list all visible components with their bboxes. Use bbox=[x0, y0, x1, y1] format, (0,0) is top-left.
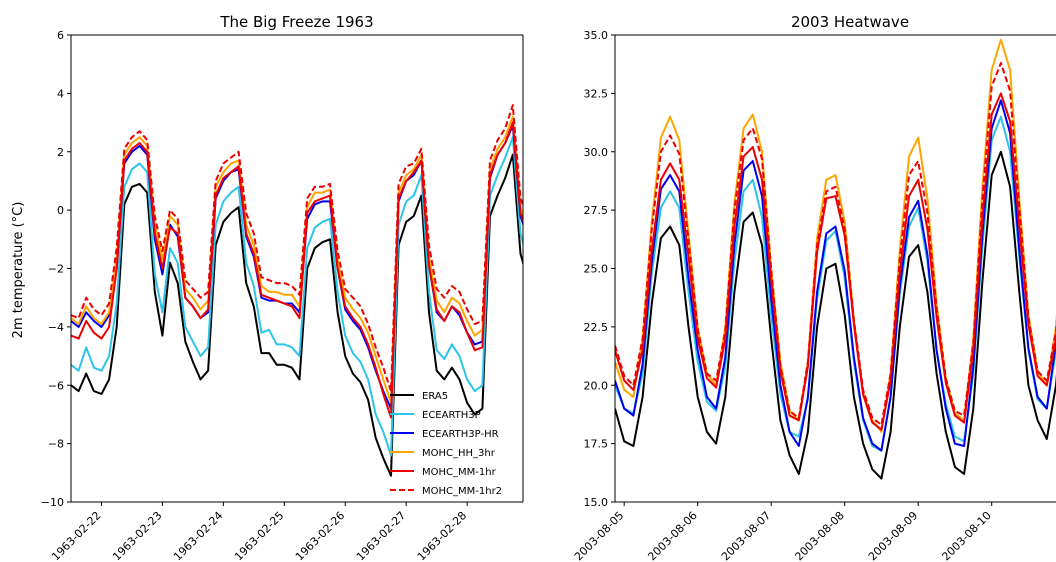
series-line-mohc-mm-1hr bbox=[615, 92, 1056, 431]
legend-label: ERA5 bbox=[422, 391, 448, 402]
legend-label: ECEARTH3P bbox=[422, 410, 481, 421]
plot-area: 15.0 17.5 20.0 22.5 25.0 27.5 30.0 32.5 35.0 2003… bbox=[572, 29, 1056, 562]
y-tick-label: 35.0 bbox=[584, 29, 609, 42]
y-tick-label: 32.5 bbox=[584, 87, 609, 100]
x-tick-label: 1963-02-22 bbox=[49, 509, 103, 562]
x-tick-label: 2003-08-06 bbox=[645, 509, 699, 562]
x-tick-label: 2003-08-10 bbox=[939, 509, 993, 562]
y-tick-label: 20.0 bbox=[584, 379, 609, 392]
legend: ERA5 ECEARTH3P ECEARTH3P-HR MOHC_HH_3hr MOHC… bbox=[390, 391, 502, 497]
y-tick-label: 25.0 bbox=[584, 263, 609, 276]
x-tick-label: 1963-02-25 bbox=[232, 509, 286, 562]
y-axis-label: 2m temperature (°C) bbox=[11, 202, 26, 339]
x-tick-label: 2003-08-08 bbox=[792, 509, 846, 562]
chart-heatwave-2003: 2003 Heatwave 15.0 17.5 20.0 22.5 25.0 27.5 30… bbox=[572, 13, 1056, 562]
x-tick-label: 1963-02-27 bbox=[354, 509, 408, 562]
y-tick-label: −4 bbox=[48, 321, 64, 334]
y-tick-label: 30.0 bbox=[584, 146, 609, 159]
legend-label: MOHC_MM-1hr2 bbox=[422, 486, 502, 497]
y-tick-label: 6 bbox=[57, 29, 64, 42]
legend-label: MOHC_HH_3hr bbox=[422, 448, 496, 459]
chart-freeze-1963: The Big Freeze 1963 2m temperature (°C) … bbox=[11, 13, 524, 562]
y-tick-label: −6 bbox=[48, 379, 64, 392]
series-line-mohc-mm-1hr bbox=[71, 121, 523, 419]
y-tick-label: 15.0 bbox=[584, 496, 609, 509]
x-tick-label: 1963-02-24 bbox=[171, 509, 225, 562]
y-tick-label: −2 bbox=[48, 263, 64, 276]
legend-label: ECEARTH3P-HR bbox=[422, 429, 499, 440]
series-line-era5 bbox=[71, 153, 523, 477]
y-tick-label: 17.5 bbox=[584, 438, 609, 451]
series-line-mohc-mm-1hr2 bbox=[615, 62, 1056, 426]
x-tick-label: 1963-02-28 bbox=[415, 509, 469, 562]
y-tick-label: −8 bbox=[48, 438, 64, 451]
y-tick-label: 27.5 bbox=[584, 204, 609, 217]
legend-label: MOHC_MM-1hr bbox=[422, 467, 497, 478]
chart-title: 2003 Heatwave bbox=[791, 13, 909, 31]
x-tick-label: 2003-08-05 bbox=[572, 509, 626, 562]
y-tick-label: 2 bbox=[57, 146, 64, 159]
series-line-ecearth3p bbox=[71, 136, 523, 457]
chart-title: The Big Freeze 1963 bbox=[219, 13, 373, 31]
series-group bbox=[71, 104, 523, 477]
y-tick-label: 22.5 bbox=[584, 321, 609, 334]
x-tick-label: 2003-08-09 bbox=[866, 509, 920, 562]
y-tick-label: 4 bbox=[57, 87, 64, 100]
series-group bbox=[615, 38, 1056, 480]
x-tick-label: 1963-02-26 bbox=[293, 509, 347, 562]
series-line-era5 bbox=[615, 150, 1056, 480]
series-line-mohc-mm-1hr2 bbox=[71, 104, 523, 393]
series-line-ecearth3p-hr bbox=[615, 99, 1056, 452]
y-tick-label: −10 bbox=[41, 496, 64, 509]
x-tick-label: 1963-02-23 bbox=[110, 509, 164, 562]
x-tick-label: 2003-08-07 bbox=[719, 509, 773, 562]
y-tick-label: 0 bbox=[57, 204, 64, 217]
